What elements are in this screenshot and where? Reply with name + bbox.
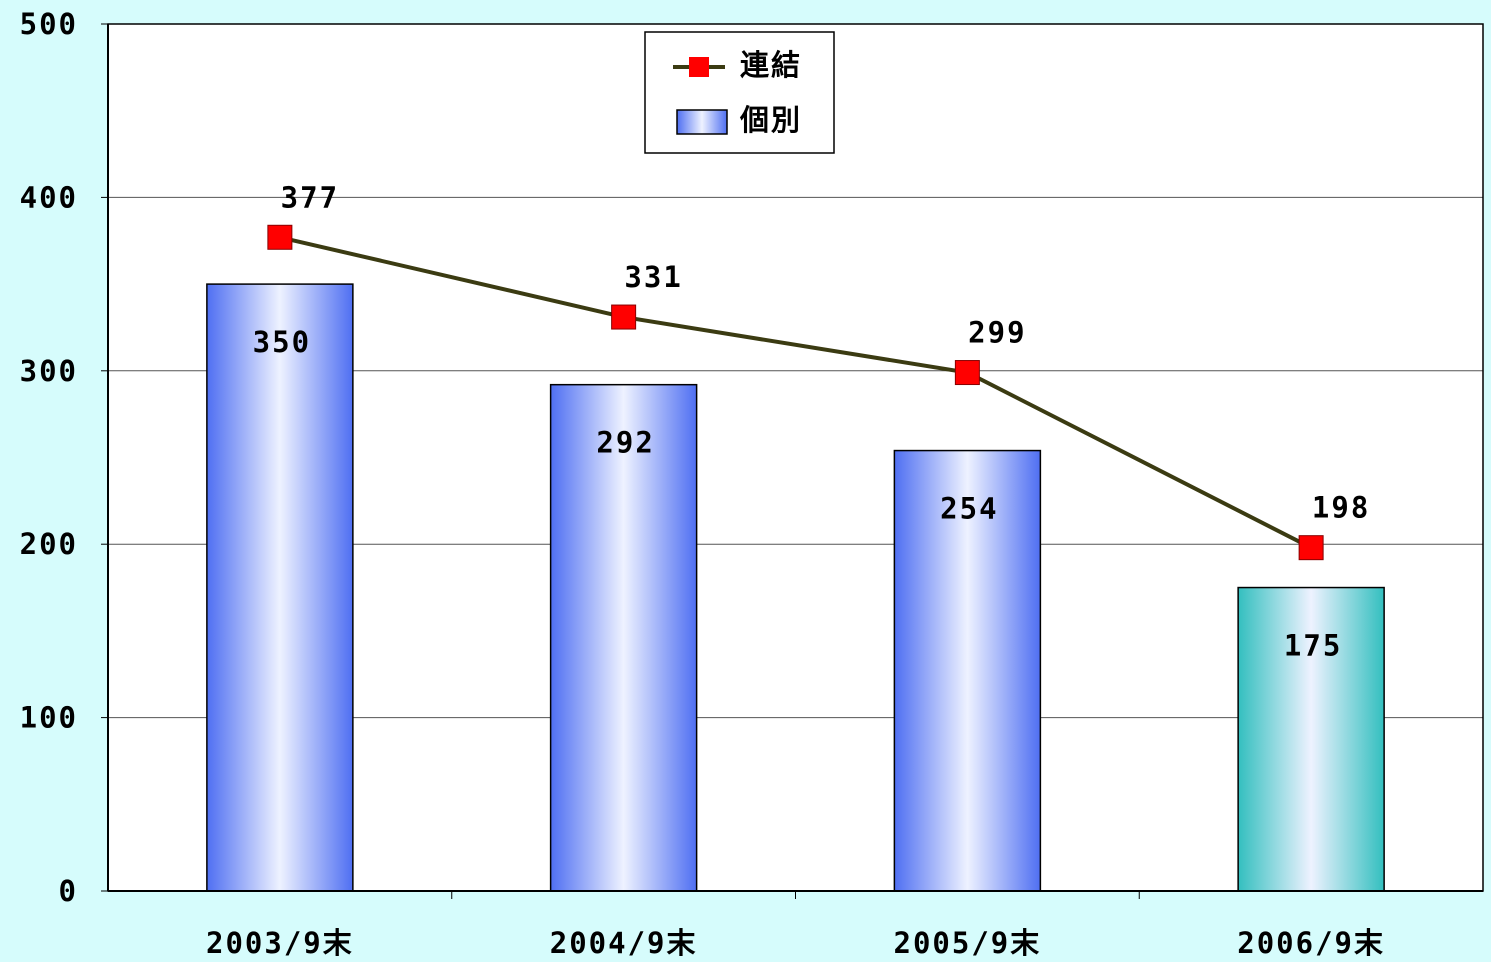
y-tick-label: 200: [20, 527, 78, 561]
bar-value-label: 292: [596, 426, 654, 460]
bar: [893, 449, 1042, 892]
legend-label: 個別: [739, 103, 802, 137]
x-tick-label: 2006/9末: [1237, 926, 1385, 960]
bar-value-label: 254: [940, 492, 998, 526]
bar: [549, 383, 698, 892]
y-tick-label: 500: [20, 7, 78, 41]
line-value-label: 198: [1312, 491, 1370, 525]
plot-border: [107, 23, 1484, 892]
line-marker: [267, 224, 293, 250]
line-marker: [1298, 535, 1324, 561]
y-tick-label: 100: [20, 701, 78, 735]
y-tick-label: 300: [20, 354, 78, 388]
line-value-label: 331: [624, 260, 682, 294]
line-value-label: 299: [968, 316, 1026, 350]
x-tick-label: 2004/9末: [550, 926, 698, 960]
legend-label: 連結: [740, 48, 802, 82]
y-tick-label: 400: [20, 180, 78, 214]
bar: [1237, 586, 1385, 892]
bar: [206, 283, 354, 892]
legend-swatch: [676, 109, 728, 135]
bar-value-label: 175: [1284, 629, 1342, 663]
y-tick-label: 0: [59, 874, 78, 908]
bar-value-label: 350: [253, 325, 311, 359]
line-value-label: 377: [281, 180, 339, 214]
x-tick-label: 2003/9末: [206, 926, 354, 960]
line-marker: [954, 360, 980, 386]
line-marker: [611, 304, 637, 330]
line: [279, 235, 1313, 550]
x-tick-label: 2005/9末: [893, 926, 1041, 960]
legend-marker: [689, 57, 709, 77]
